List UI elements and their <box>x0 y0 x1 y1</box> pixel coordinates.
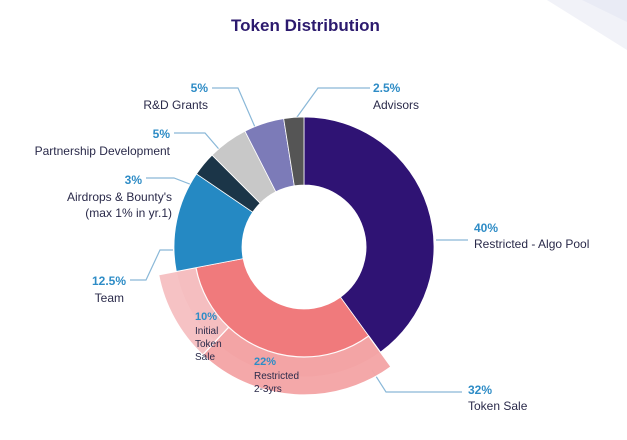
pct-partnership: 5% <box>153 127 171 141</box>
label-initial-line3: Sale <box>195 352 215 363</box>
label-algo-pool: Restricted - Algo Pool <box>474 237 589 251</box>
label-airdrops-line1: Airdrops & Bounty's <box>67 190 172 204</box>
pct-team: 12.5% <box>92 274 126 288</box>
subslice-initial-token-sale <box>157 266 230 356</box>
label-team: Team <box>95 291 124 305</box>
pct-initial-token-sale: 10% <box>195 311 217 323</box>
leader-line-rnd-grants <box>212 87 259 135</box>
label-rnd-grants: R&D Grants <box>143 98 208 112</box>
slice-restricted-algo-pool <box>303 116 435 353</box>
leader-line-token-sale <box>371 369 462 393</box>
leader-line-team <box>130 249 173 281</box>
pct-advisors: 2.5% <box>373 81 401 95</box>
label-restricted-line1: Restricted <box>254 371 299 382</box>
corner-decoration <box>547 0 627 50</box>
pct-token-sale: 32% <box>468 383 492 397</box>
label-restricted-line2: 2-3yrs <box>254 384 282 395</box>
chart-title: Token Distribution <box>231 16 380 35</box>
label-advisors: Advisors <box>373 98 419 112</box>
label-airdrops-line2: (max 1% in yr.1) <box>85 206 172 220</box>
pct-restricted-2-3: 22% <box>254 356 276 368</box>
label-initial-line2: Token <box>195 339 222 350</box>
label-token-sale: Token Sale <box>468 399 528 413</box>
pct-airdrops: 3% <box>125 173 143 187</box>
pct-rnd-grants: 5% <box>191 81 209 95</box>
pct-algo-pool: 40% <box>474 221 498 235</box>
donut-hole <box>242 185 366 309</box>
label-partnership: Partnership Development <box>35 144 171 158</box>
leader-line-advisors <box>291 87 370 125</box>
label-initial-line1: Initial <box>195 326 218 337</box>
slice-advisors <box>283 116 305 187</box>
